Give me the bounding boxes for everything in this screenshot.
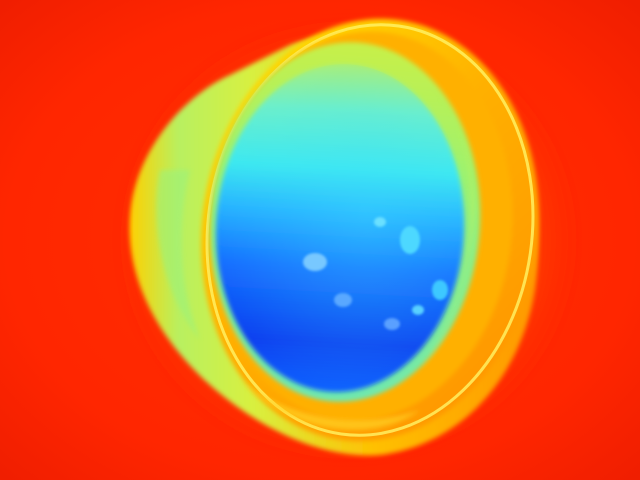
speck	[400, 226, 420, 254]
speck	[374, 217, 386, 227]
speck	[303, 253, 327, 271]
outer-wall-glow	[156, 170, 200, 340]
lower-rim-band	[240, 380, 420, 430]
liquid-specks	[303, 217, 448, 330]
speck	[384, 318, 400, 330]
liquid-shading	[215, 64, 465, 392]
cup	[129, 18, 539, 456]
rim-highlight	[205, 23, 535, 437]
speck	[334, 293, 352, 307]
speck	[412, 305, 424, 315]
speck	[432, 280, 448, 300]
